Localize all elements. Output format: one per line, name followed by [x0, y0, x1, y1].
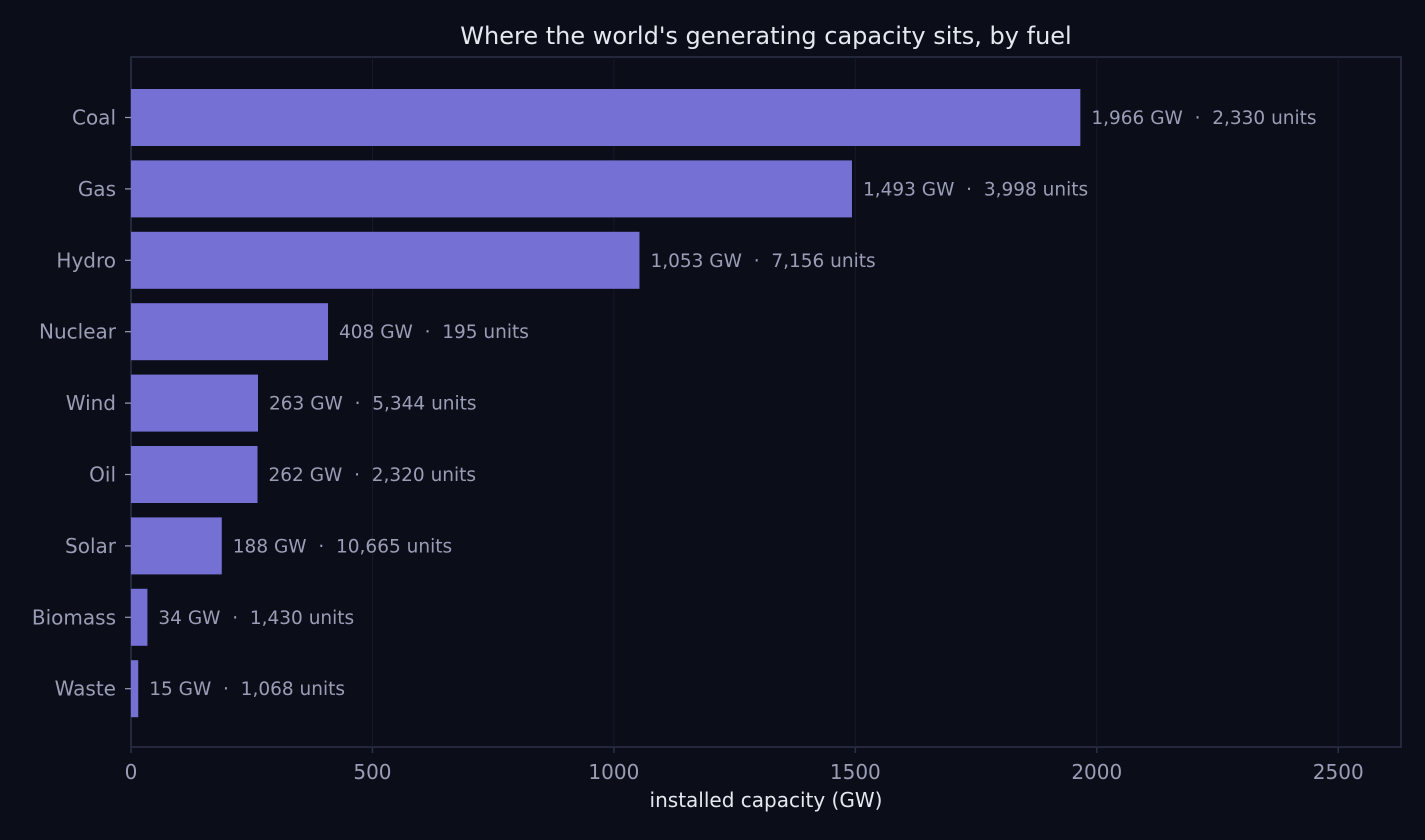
bar-oil [131, 446, 258, 503]
data-label: 34 GW · 1,430 units [158, 608, 354, 629]
x-tick-label: 0 [125, 760, 138, 784]
bar-biomass [131, 588, 148, 646]
bar-solar [131, 517, 222, 575]
y-tick-label: Solar [65, 534, 117, 558]
data-label: 15 GW · 1,068 units [149, 679, 345, 700]
data-label: 408 GW · 195 units [339, 322, 529, 343]
y-tick-label: Nuclear [39, 320, 117, 344]
x-tick-label: 1000 [588, 760, 639, 784]
data-label: 262 GW · 2,320 units [269, 465, 477, 486]
bar-gas [131, 160, 852, 218]
x-tick-label: 1500 [830, 760, 881, 784]
bar-hydro [131, 231, 640, 289]
data-label: 263 GW · 5,344 units [269, 394, 477, 415]
y-tick-label: Oil [89, 463, 116, 487]
y-tick-label: Biomass [32, 605, 116, 629]
bar-nuclear [131, 303, 329, 361]
y-tick-label: Gas [78, 177, 116, 201]
y-axis-ticks: Coal Gas Hydro Nuclear Wind Oil Solar Biomass Wa… [32, 106, 131, 701]
data-label: 1,966 GW · 2,330 units [1091, 108, 1316, 129]
x-axis-title: installed capacity (GW) [650, 788, 883, 812]
data-label: 1,053 GW · 7,156 units [650, 251, 875, 272]
x-tick-label: 2000 [1071, 760, 1122, 784]
bars [131, 89, 1081, 718]
bar-waste [131, 660, 139, 718]
y-tick-label: Coal [72, 106, 116, 130]
data-labels: 1,966 GW · 2,330 units 1,493 GW · 3,998 u… [149, 108, 1316, 700]
chart-title: Where the world's generating capacity si… [460, 22, 1072, 50]
data-label: 188 GW · 10,665 units [233, 536, 452, 557]
x-tick-label: 500 [353, 760, 391, 784]
x-tick-label: 2500 [1313, 760, 1364, 784]
data-label: 1,493 GW · 3,998 units [863, 179, 1088, 200]
bar-coal [131, 89, 1081, 146]
y-tick-label: Waste [55, 677, 116, 701]
bar-wind [131, 374, 258, 432]
x-axis-ticks: 0 500 1000 1500 2000 2500 [125, 747, 1364, 784]
y-tick-label: Hydro [56, 248, 116, 272]
y-tick-label: Wind [66, 391, 116, 415]
